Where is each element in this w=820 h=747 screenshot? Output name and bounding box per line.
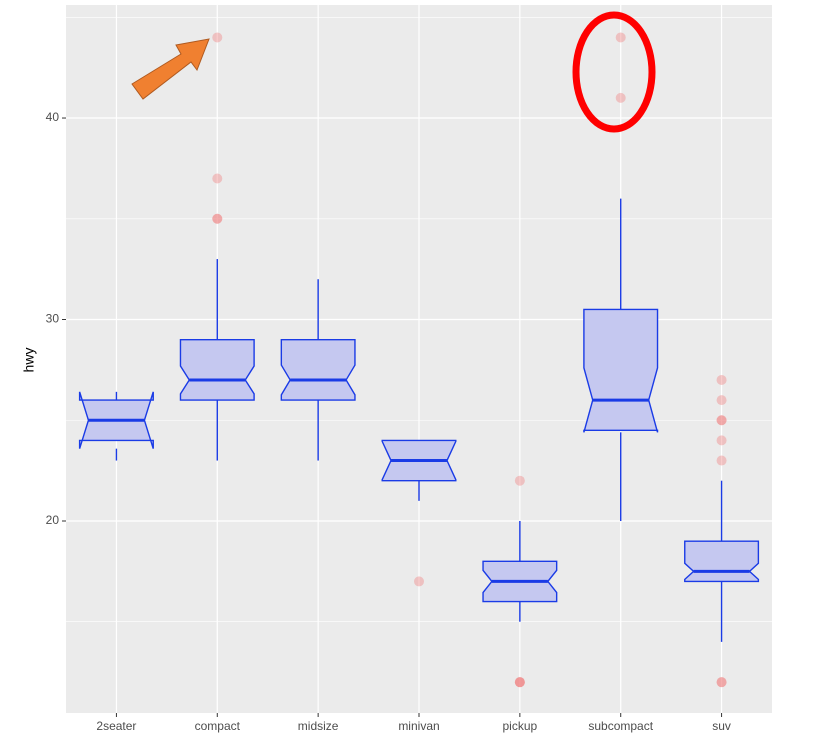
outlier (716, 374, 727, 385)
box (684, 540, 760, 583)
outlier (212, 213, 223, 224)
box (280, 338, 356, 401)
x-tick-label: suv (712, 719, 731, 733)
plot-area (78, 32, 760, 688)
x-tick-label: minivan (398, 719, 439, 733)
x-tick-label: 2seater (96, 719, 136, 733)
outlier (514, 677, 525, 688)
box (179, 338, 255, 401)
y-tick-label: 30 (46, 312, 60, 326)
arrow-annotation (131, 38, 210, 100)
outlier (514, 677, 525, 688)
outlier (716, 395, 727, 406)
outlier (716, 677, 727, 688)
x-tick-label: midsize (298, 719, 339, 733)
outlier (514, 677, 525, 688)
outlier (212, 213, 223, 224)
outlier (212, 173, 223, 184)
outlier (716, 677, 727, 688)
outlier (716, 415, 727, 426)
x-tick-label: compact (195, 719, 241, 733)
y-axis-title: hwy (21, 348, 37, 373)
outlier (212, 32, 223, 43)
outlier (514, 475, 525, 486)
y-tick-label: 40 (46, 110, 60, 124)
y-tick-label: 20 (46, 513, 60, 527)
x-tick-label: subcompact (588, 719, 653, 733)
outlier (716, 435, 727, 446)
outlier (615, 32, 626, 43)
outlier (615, 92, 626, 103)
circle-annotation (572, 11, 656, 133)
x-tick-label: pickup (503, 719, 538, 733)
outlier (716, 415, 727, 426)
box (583, 308, 659, 433)
outlier (414, 576, 424, 587)
outlier (716, 455, 727, 466)
